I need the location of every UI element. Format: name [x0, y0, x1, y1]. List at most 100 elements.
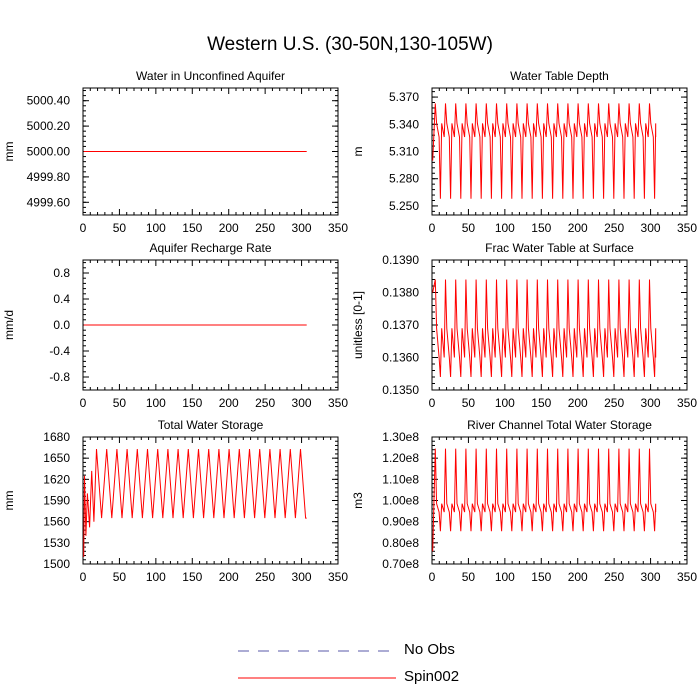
x-tick-label: 150	[531, 570, 551, 584]
x-tick-label: 300	[292, 570, 312, 584]
y-tick-label: 0.70e8	[382, 557, 419, 571]
legend-label-no-obs: No Obs	[404, 641, 455, 658]
x-tick-label: 250	[255, 570, 275, 584]
x-tick-label: 200	[568, 570, 588, 584]
x-tick-label: 50	[113, 221, 127, 235]
y-tick-label: 5000.40	[27, 94, 71, 108]
legend-item-no-obs: No Obs	[236, 641, 536, 661]
x-tick-label: 200	[219, 396, 239, 410]
series-line-spin002	[432, 103, 657, 199]
y-tick-label: 1680	[43, 430, 70, 444]
x-tick-label: 0	[429, 396, 436, 410]
x-tick-label: 50	[462, 570, 476, 584]
legend-line-no-obs	[238, 650, 396, 652]
panel-river-channel-total-water-storage: River Channel Total Water Storage m3 0 50 10…	[351, 418, 697, 584]
panel-total-water-storage: Total Water Storage mm 0 50 100 150 200 250 300 3…	[2, 418, 348, 584]
x-tick-label: 150	[182, 221, 202, 235]
panel-aquifer-recharge-rate: Aquifer Recharge Rate mm/d 0 50 100 150 200 250…	[2, 241, 348, 410]
x-tick-label: 350	[677, 221, 697, 235]
y-tick-label: 1560	[43, 515, 70, 529]
x-tick-label: 200	[568, 396, 588, 410]
x-tick-label: 350	[677, 570, 697, 584]
x-tick-label: 300	[641, 396, 661, 410]
y-axis-label: mm	[2, 142, 16, 162]
y-axis-label: m3	[351, 492, 365, 509]
y-tick-label: 5000.20	[27, 119, 71, 133]
y-tick-label: 4999.60	[27, 195, 71, 209]
x-tick-label: 350	[328, 570, 348, 584]
series-line-spin002	[432, 279, 657, 378]
x-tick-label: 200	[219, 221, 239, 235]
x-tick-label: 50	[462, 396, 476, 410]
x-tick-label: 100	[146, 570, 166, 584]
panel-title: Water Table Depth	[510, 69, 609, 83]
y-tick-label: -0.8	[49, 370, 70, 384]
y-tick-label: 0.1360	[382, 351, 419, 365]
y-tick-label: 0.90e8	[382, 515, 419, 529]
y-tick-label: 5.340	[389, 117, 419, 131]
series-line-spin002	[83, 448, 307, 557]
x-tick-label: 200	[568, 221, 588, 235]
x-tick-label: 0	[429, 221, 436, 235]
y-tick-label: 1.30e8	[382, 430, 419, 444]
panel-water-table-depth: Water Table Depth m 0 50 100 150 200 250 300 350 5…	[351, 69, 697, 235]
y-tick-label: 0.1370	[382, 318, 419, 332]
panel-water-in-unconfined-aquifer: Water in Unconfined Aquifer mm 0 50 100 150 20…	[2, 69, 348, 235]
x-tick-label: 300	[292, 221, 312, 235]
x-tick-label: 0	[80, 221, 87, 235]
x-tick-label: 150	[531, 396, 551, 410]
y-tick-label: 0.1350	[382, 383, 419, 397]
x-tick-label: 200	[219, 570, 239, 584]
x-tick-label: 50	[113, 570, 127, 584]
x-tick-label: 250	[255, 396, 275, 410]
y-axis-label: mm	[2, 491, 16, 511]
x-tick-label: 0	[80, 396, 87, 410]
y-tick-label: 0.80e8	[382, 536, 419, 550]
panel-title: Aquifer Recharge Rate	[149, 241, 271, 255]
legend-item-spin002: Spin002	[236, 668, 536, 688]
y-tick-label: 1500	[43, 557, 70, 571]
y-tick-label: 4999.80	[27, 170, 71, 184]
x-tick-label: 150	[182, 396, 202, 410]
x-tick-label: 250	[604, 396, 624, 410]
x-tick-label: 250	[604, 221, 624, 235]
x-tick-label: 50	[113, 396, 127, 410]
y-tick-label: 0.0	[53, 318, 70, 332]
y-tick-label: 5.250	[389, 199, 419, 213]
x-tick-label: 250	[255, 221, 275, 235]
x-tick-label: 0	[429, 570, 436, 584]
x-tick-label: 100	[495, 221, 515, 235]
x-tick-label: 350	[677, 396, 697, 410]
y-tick-label: 1.10e8	[382, 472, 419, 486]
panel-frac-water-table-at-surface: Frac Water Table at Surface unitless [0-1…	[351, 241, 697, 410]
panel-title: Total Water Storage	[158, 418, 264, 432]
x-tick-label: 350	[328, 221, 348, 235]
legend-label-spin002: Spin002	[404, 668, 460, 685]
y-tick-label: 1650	[43, 451, 70, 465]
y-tick-label: 1620	[43, 472, 70, 486]
y-tick-label: 0.4	[53, 292, 70, 306]
y-tick-label: 0.1390	[382, 253, 419, 267]
y-tick-label: -0.4	[49, 344, 70, 358]
panel-title: Frac Water Table at Surface	[485, 241, 634, 255]
x-tick-label: 150	[531, 221, 551, 235]
y-tick-label: 5.370	[389, 90, 419, 104]
panel-title: River Channel Total Water Storage	[467, 418, 652, 432]
series-line-spin002	[432, 448, 657, 552]
x-tick-label: 100	[146, 396, 166, 410]
y-tick-label: 0.1380	[382, 286, 419, 300]
legend-line-spin002	[238, 677, 396, 679]
x-tick-label: 350	[328, 396, 348, 410]
y-tick-label: 0.8	[53, 266, 70, 280]
y-tick-label: 5.310	[389, 145, 419, 159]
x-tick-label: 50	[462, 221, 476, 235]
x-tick-label: 150	[182, 570, 202, 584]
x-tick-label: 300	[641, 570, 661, 584]
y-tick-label: 1.00e8	[382, 494, 419, 508]
x-tick-label: 100	[495, 396, 515, 410]
x-tick-label: 0	[80, 570, 87, 584]
y-axis-label: mm/d	[2, 310, 16, 340]
y-axis-label: unitless [0-1]	[351, 291, 365, 359]
y-tick-label: 1.20e8	[382, 451, 419, 465]
